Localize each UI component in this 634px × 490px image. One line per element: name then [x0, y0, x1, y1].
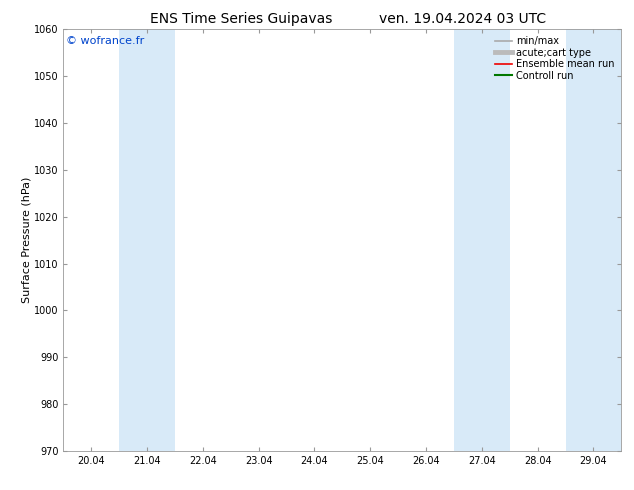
Text: ven. 19.04.2024 03 UTC: ven. 19.04.2024 03 UTC — [379, 12, 547, 26]
Bar — [566, 29, 621, 451]
Text: ENS Time Series Guipavas: ENS Time Series Guipavas — [150, 12, 332, 26]
Bar — [119, 29, 175, 451]
Legend: min/max, acute;cart type, Ensemble mean run, Controll run: min/max, acute;cart type, Ensemble mean … — [493, 34, 616, 82]
Text: © wofrance.fr: © wofrance.fr — [66, 36, 145, 46]
Y-axis label: Surface Pressure (hPa): Surface Pressure (hPa) — [21, 177, 31, 303]
Bar — [454, 29, 510, 451]
